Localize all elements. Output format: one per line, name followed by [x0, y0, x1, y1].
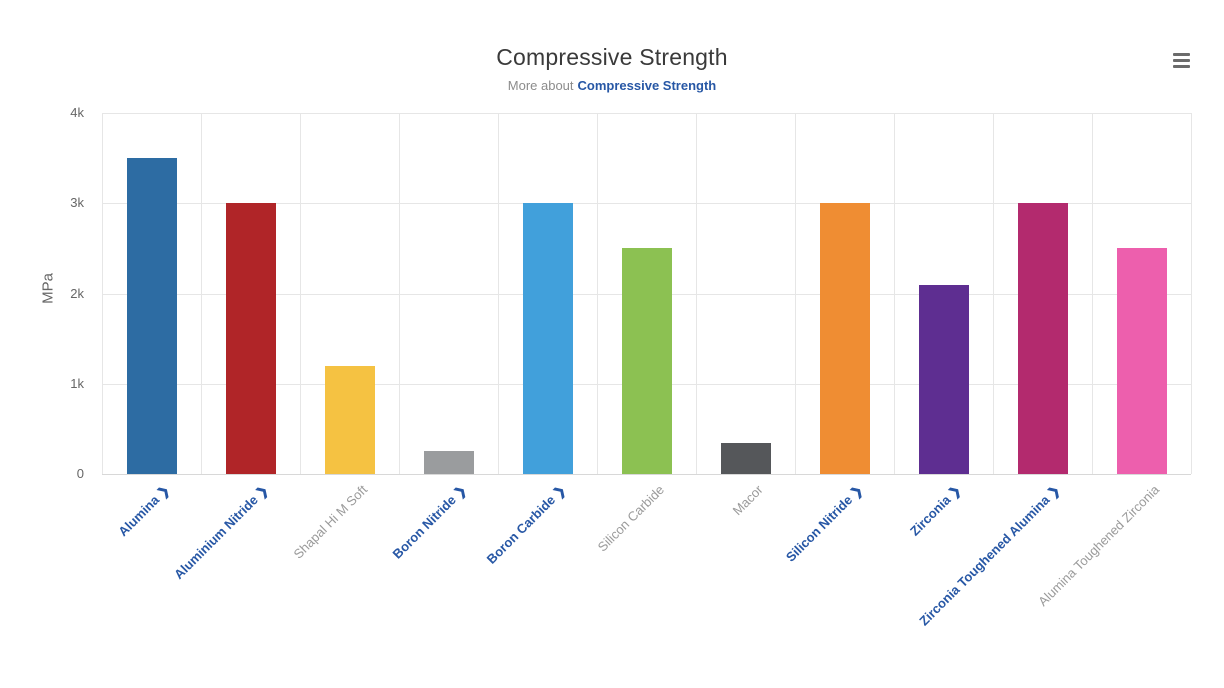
bar-boron-carbide[interactable]	[522, 203, 573, 475]
x-gridline	[498, 113, 499, 474]
x-label-silicon-carbide: Silicon Carbide	[594, 482, 668, 555]
x-label-link-boron-nitride[interactable]: Boron Nitride ❯	[389, 482, 470, 562]
y-tick-label: 1k	[70, 375, 84, 391]
y-tick-label: 4k	[70, 105, 84, 120]
bar-silicon-carbide[interactable]	[621, 248, 672, 474]
bar-shapal-hi-m-soft[interactable]	[324, 365, 375, 474]
x-label-link-boron-carbide[interactable]: Boron Carbide ❯	[483, 482, 569, 567]
y-gridline	[102, 113, 1191, 114]
subtitle-link[interactable]: Compressive Strength	[577, 78, 717, 93]
hamburger-bar	[1172, 64, 1190, 68]
bar-zirconia[interactable]	[918, 284, 969, 474]
x-label-link-zirconia[interactable]: Zirconia ❯	[907, 482, 965, 539]
y-gridline	[102, 203, 1191, 205]
y-tick-label: 0	[76, 466, 84, 481]
x-gridline	[597, 113, 598, 474]
x-gridline	[993, 113, 994, 474]
bar-boron-nitride[interactable]	[423, 451, 474, 474]
bar-macor[interactable]	[720, 442, 771, 474]
x-axis-line	[102, 474, 1191, 475]
x-gridline	[894, 113, 895, 474]
x-label-link-silicon-nitride[interactable]: Silicon Nitride ❯	[782, 482, 866, 565]
bar-alumina[interactable]	[126, 158, 177, 474]
y-tick-label: 3k	[70, 195, 84, 211]
chart-subtitle: More about Compressive Strength	[0, 78, 1224, 93]
x-gridline	[795, 113, 796, 474]
x-gridline	[102, 113, 103, 474]
hamburger-bar	[1172, 58, 1190, 62]
x-gridline	[1191, 113, 1192, 474]
bar-zirconia-toughened-alumina[interactable]	[1017, 203, 1068, 475]
x-gridline	[399, 113, 400, 474]
x-gridline	[696, 113, 697, 474]
chart-title: Compressive Strength	[496, 44, 728, 70]
x-label-link-alumina[interactable]: Alumina ❯	[114, 482, 173, 540]
x-label-link-aluminium-nitride[interactable]: Aluminium Nitride ❯	[171, 482, 272, 583]
x-label-macor: Macor	[729, 482, 767, 519]
hamburger-bar	[1172, 52, 1190, 56]
y-tick-label: 2k	[70, 285, 84, 301]
bar-aluminium-nitride[interactable]	[225, 203, 276, 475]
x-gridline	[300, 113, 301, 474]
hamburger-menu-icon[interactable]	[1170, 50, 1192, 70]
bar-silicon-nitride[interactable]	[819, 203, 870, 475]
x-gridline	[1092, 113, 1093, 474]
x-gridline	[201, 113, 202, 474]
subtitle-prefix: More about	[507, 78, 574, 93]
x-label-shapal-hi-m-soft: Shapal Hi M Soft	[290, 482, 371, 562]
bar-alumina-toughened-zirconia[interactable]	[1116, 248, 1167, 474]
